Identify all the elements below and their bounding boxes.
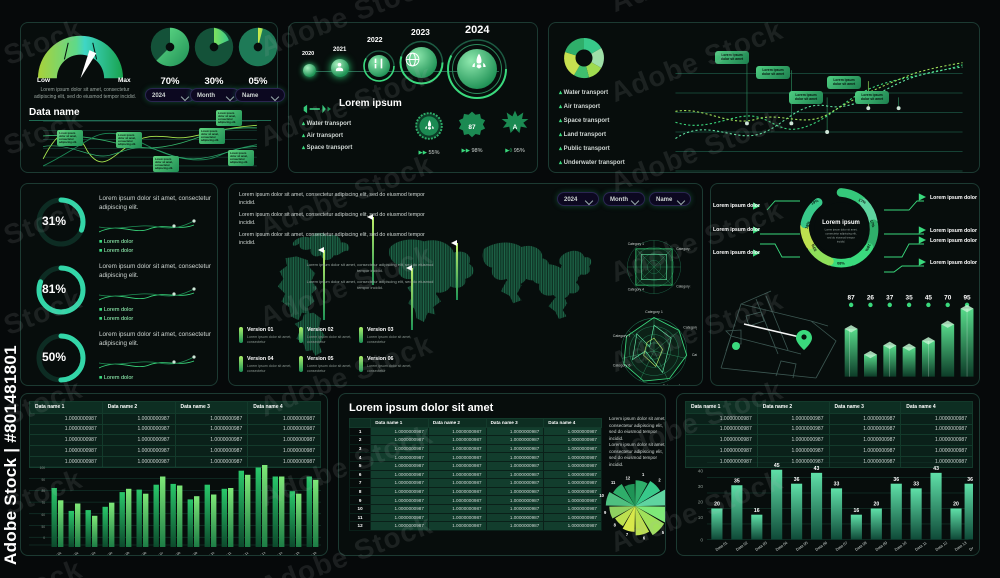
svg-text:2: 2 <box>658 478 661 483</box>
svg-text:10: 10 <box>698 515 704 521</box>
svg-text:8: 8 <box>614 522 617 527</box>
svg-text:35: 35 <box>734 478 740 484</box>
svg-text:Lorem ipsum: Lorem ipsum <box>822 220 860 226</box>
svg-text:35: 35 <box>905 294 913 301</box>
svg-text:08%: 08% <box>837 260 845 265</box>
svg-text:consectetur adipiscing elit,: consectetur adipiscing elit, <box>825 232 856 236</box>
svg-text:Category 1: Category 1 <box>628 242 644 246</box>
svg-text:Category 1: Category 1 <box>645 310 663 314</box>
svg-text:Data 15: Data 15 <box>288 552 300 556</box>
svg-text:40: 40 <box>698 469 704 475</box>
svg-text:43: 43 <box>933 466 939 472</box>
svg-text:45: 45 <box>774 463 780 469</box>
svg-text:Data 05: Data 05 <box>795 540 809 552</box>
svg-text:9: 9 <box>604 510 607 515</box>
svg-text:20: 20 <box>714 502 720 508</box>
svg-text:12: 12 <box>626 475 631 480</box>
svg-text:Data 12: Data 12 <box>934 540 948 552</box>
svg-text:11: 11 <box>611 480 616 485</box>
svg-text:Category 6: Category 6 <box>613 363 631 367</box>
svg-text:Data 04: Data 04 <box>774 540 789 552</box>
svg-text:Data 02: Data 02 <box>67 552 79 556</box>
svg-text:Data 03: Data 03 <box>84 552 96 556</box>
svg-text:Data 11: Data 11 <box>914 540 928 552</box>
svg-text:Category 2: Category 2 <box>676 247 691 251</box>
svg-text:16: 16 <box>854 508 860 514</box>
svg-text:Data 13: Data 13 <box>954 540 968 552</box>
svg-text:Data 04: Data 04 <box>101 552 113 556</box>
svg-text:6: 6 <box>643 535 646 540</box>
svg-text:95: 95 <box>963 294 971 301</box>
svg-text:Data 03: Data 03 <box>754 540 768 552</box>
svg-text:33: 33 <box>834 481 840 487</box>
svg-text:Data 16: Data 16 <box>305 552 317 556</box>
svg-text:Category 3: Category 3 <box>692 353 697 357</box>
svg-text:Data 10: Data 10 <box>894 540 908 552</box>
svg-text:Lorem ipsum dolor sit amet,: Lorem ipsum dolor sit amet, <box>825 228 858 232</box>
svg-text:60: 60 <box>41 513 45 517</box>
svg-text:16: 16 <box>754 508 760 514</box>
svg-text:Category 7: Category 7 <box>613 334 631 338</box>
svg-text:33: 33 <box>913 481 919 487</box>
svg-text:Data 01: Data 01 <box>50 552 62 556</box>
svg-text:1: 1 <box>642 472 645 477</box>
svg-text:7: 7 <box>626 532 629 537</box>
svg-text:Category 4: Category 4 <box>628 288 644 292</box>
svg-text:20: 20 <box>874 502 880 508</box>
svg-text:5: 5 <box>662 530 665 535</box>
svg-text:Data 01: Data 01 <box>714 540 728 552</box>
svg-text:20: 20 <box>953 502 959 508</box>
svg-text:incidid.: incidid. <box>837 239 846 243</box>
svg-text:36: 36 <box>794 477 800 483</box>
svg-text:Data 12: Data 12 <box>237 552 249 556</box>
svg-text:Data 09: Data 09 <box>186 552 198 556</box>
svg-text:26: 26 <box>867 294 875 301</box>
svg-text:Data 14: Data 14 <box>968 540 973 552</box>
svg-text:Category 4: Category 4 <box>662 384 680 386</box>
svg-text:Data 07: Data 07 <box>834 540 848 552</box>
svg-text:sed do eiusmod tempor: sed do eiusmod tempor <box>827 235 855 239</box>
svg-text:Data 14: Data 14 <box>271 552 283 556</box>
svg-text:Data 11: Data 11 <box>220 552 232 556</box>
svg-text:Data 06: Data 06 <box>814 540 828 552</box>
svg-text:Data 08: Data 08 <box>854 540 868 552</box>
svg-text:36: 36 <box>967 477 973 483</box>
svg-text:70: 70 <box>944 294 952 301</box>
svg-text:45: 45 <box>925 294 933 301</box>
svg-text:0: 0 <box>43 536 45 540</box>
svg-text:87: 87 <box>848 294 856 301</box>
svg-text:20: 20 <box>698 500 704 506</box>
svg-text:50: 50 <box>41 525 45 529</box>
svg-text:Data 06: Data 06 <box>135 552 147 556</box>
svg-text:30: 30 <box>698 484 704 490</box>
svg-text:Category 2: Category 2 <box>683 326 697 330</box>
svg-text:43: 43 <box>814 466 820 472</box>
svg-text:Data 09: Data 09 <box>874 540 888 552</box>
svg-text:80: 80 <box>41 489 45 493</box>
svg-text:70: 70 <box>41 501 45 505</box>
svg-text:Data 05: Data 05 <box>118 552 130 556</box>
svg-text:Data 13: Data 13 <box>254 552 266 556</box>
svg-text:Data 07: Data 07 <box>152 552 164 556</box>
svg-text:37: 37 <box>886 294 894 301</box>
svg-text:100: 100 <box>40 466 46 470</box>
svg-text:0: 0 <box>700 537 703 543</box>
svg-text:Data 10: Data 10 <box>203 552 215 556</box>
svg-text:36: 36 <box>893 477 899 483</box>
svg-text:Category 3: Category 3 <box>676 285 691 289</box>
svg-text:90: 90 <box>41 478 45 482</box>
svg-text:Data 02: Data 02 <box>735 540 749 552</box>
svg-text:Data 08: Data 08 <box>169 552 181 556</box>
svg-text:10: 10 <box>599 493 604 498</box>
